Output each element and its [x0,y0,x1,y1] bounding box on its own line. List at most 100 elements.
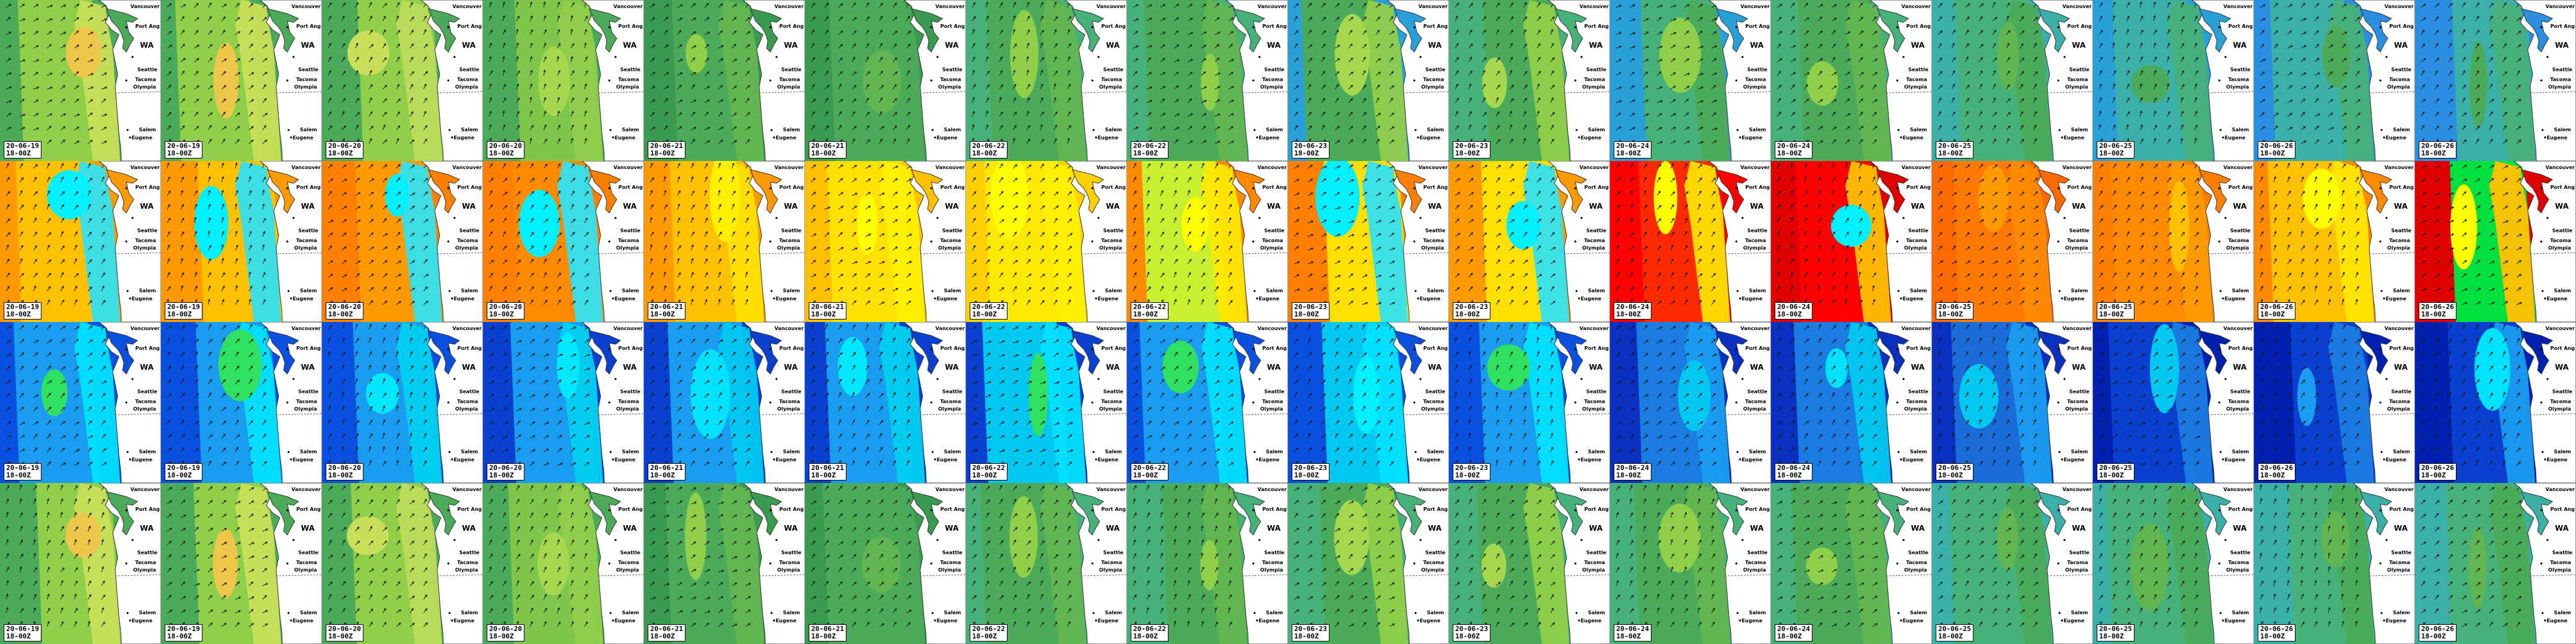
map-tile-wind[interactable]: WA Vancouver Port Ang Seattle Tacoma Olympia S… [2415,483,2576,644]
forecast-date: 20-06-21 [650,625,683,633]
city-label: Salem [1105,449,1122,455]
map-tile-wind[interactable]: WA Vancouver Port Ang Seattle Tacoma Olympia S… [644,0,805,161]
forecast-time: 18-00Z [1777,632,1802,640]
map-tile-period[interactable]: WA Vancouver Port Ang Seattle Tacoma Olympia S… [2093,322,2254,483]
city-label: Port Ang [618,24,643,29]
map-tile-wind[interactable]: WA Vancouver Port Ang Seattle Tacoma Olympia S… [0,483,161,644]
map-tile-wave[interactable]: WA Vancouver Port Ang Seattle Tacoma Olympia S… [1610,161,1771,322]
map-tile-period[interactable]: WA Vancouver Port Ang Seattle Tacoma Olympia S… [1932,322,2093,483]
map-tile-period[interactable]: WA Vancouver Port Ang Seattle Tacoma Olympia S… [2415,322,2576,483]
map-tile-wind[interactable]: WA Vancouver Port Ang Seattle Tacoma Olympia S… [966,483,1127,644]
map-tile-wave[interactable]: WA Vancouver Port Ang Seattle Tacoma Olympia S… [2415,161,2576,322]
city-label: Seattle [1586,67,1606,72]
map-tile-wave[interactable]: WA Vancouver Port Ang Seattle Tacoma Olympia S… [1127,161,1288,322]
map-tile-period[interactable]: WA Vancouver Port Ang Seattle Tacoma Olympia S… [2254,322,2415,483]
map-tile-wind[interactable]: WA Vancouver Port Ang Seattle Tacoma Olympia S… [2093,0,2254,161]
map-tile-wind[interactable]: WA Vancouver Port Ang Seattle Tacoma Olympia S… [161,483,322,644]
state-label: WA [1589,41,1603,50]
map-tile-wind[interactable]: WA Vancouver Port Ang Seattle Tacoma Olympia S… [1771,483,1932,644]
map-tile-period[interactable]: WA Vancouver Port Ang Seattle Tacoma Olympia S… [1127,322,1288,483]
map-tile-wave[interactable]: WA Vancouver Port Ang Seattle Tacoma Olympia S… [0,161,161,322]
map-tile-wind[interactable]: WA Vancouver Port Ang Seattle Tacoma Olympia S… [0,0,161,161]
map-tile-wind[interactable]: WA Vancouver Port Ang Seattle Tacoma Olympia S… [1288,483,1449,644]
forecast-time: 18-00Z [1455,471,1480,479]
map-tile-period[interactable]: WA Vancouver Port Ang Seattle Tacoma Olympia S… [805,322,966,483]
city-label: Port Ang [2228,507,2253,512]
forecast-time: 18-00Z [650,632,675,640]
forecast-field-map [2254,483,2415,644]
map-tile-wind[interactable]: WA Vancouver Port Ang Seattle Tacoma Olympia S… [1127,483,1288,644]
map-tile-wave[interactable]: WA Vancouver Port Ang Seattle Tacoma Olympia S… [1288,161,1449,322]
map-tile-period[interactable]: WA Vancouver Port Ang Seattle Tacoma Olympia S… [1449,322,1610,483]
map-tile-wind[interactable]: WA Vancouver Port Ang Seattle Tacoma Olympia S… [2415,0,2576,161]
map-tile-wind[interactable]: WA Vancouver Port Ang Seattle Tacoma Olympia S… [1288,0,1449,161]
map-tile-wave[interactable]: WA Vancouver Port Ang Seattle Tacoma Olympia S… [966,161,1127,322]
map-tile-wave[interactable]: WA Vancouver Port Ang Seattle Tacoma Olympia S… [483,161,644,322]
map-tile-wave[interactable]: WA Vancouver Port Ang Seattle Tacoma Olympia S… [1449,161,1610,322]
map-tile-period[interactable]: WA Vancouver Port Ang Seattle Tacoma Olympia S… [0,322,161,483]
map-tile-wind[interactable]: WA Vancouver Port Ang Seattle Tacoma Olympia S… [483,483,644,644]
forecast-time: 18-00Z [2099,632,2124,640]
map-tile-wind[interactable]: WA Vancouver Port Ang Seattle Tacoma Olympia S… [322,0,483,161]
map-tile-period[interactable]: WA Vancouver Port Ang Seattle Tacoma Olympia S… [483,322,644,483]
city-label: Tacoma [1584,77,1605,82]
map-tile-wind[interactable]: WA Vancouver Port Ang Seattle Tacoma Olympia S… [644,483,805,644]
map-tile-period[interactable]: WA Vancouver Port Ang Seattle Tacoma Olympia S… [966,322,1127,483]
city-label: Vancouver [774,165,804,170]
map-tile-wind[interactable]: WA Vancouver Port Ang Seattle Tacoma Olympia S… [2254,483,2415,644]
city-label: Olympia [294,567,317,573]
city-label: Salem [2232,127,2249,133]
city-label: Olympia [133,567,156,573]
map-tile-period[interactable]: WA Vancouver Port Ang Seattle Tacoma Olympia S… [322,322,483,483]
city-label: Olympia [1743,567,1766,573]
map-tile-wind[interactable]: WA Vancouver Port Ang Seattle Tacoma Olympia S… [805,483,966,644]
city-label: Tacoma [1101,238,1122,243]
city-label: Olympia [1421,406,1444,412]
map-tile-period[interactable]: WA Vancouver Port Ang Seattle Tacoma Olympia S… [1771,322,1932,483]
state-label: WA [1106,41,1120,50]
map-tile-period[interactable]: WA Vancouver Port Ang Seattle Tacoma Olympia S… [1610,322,1771,483]
map-tile-wave[interactable]: WA Vancouver Port Ang Seattle Tacoma Olympia S… [644,161,805,322]
map-tile-wind[interactable]: WA Vancouver Port Ang Seattle Tacoma Olympia S… [1610,0,1771,161]
map-tile-wave[interactable]: WA Vancouver Port Ang Seattle Tacoma Olympia S… [2254,161,2415,322]
map-tile-wave[interactable]: WA Vancouver Port Ang Seattle Tacoma Olympia S… [805,161,966,322]
forecast-field-map [966,161,1127,322]
forecast-timestamp: 20-06-21 18-00Z [648,624,685,642]
map-tile-period[interactable]: WA Vancouver Port Ang Seattle Tacoma Olympia S… [644,322,805,483]
map-tile-wind[interactable]: WA Vancouver Port Ang Seattle Tacoma Olympia S… [1127,0,1288,161]
forecast-date: 20-06-23 [1455,464,1488,472]
map-tile-wave[interactable]: WA Vancouver Port Ang Seattle Tacoma Olympia S… [2093,161,2254,322]
city-label: Port Ang [1745,185,1770,190]
map-tile-wind[interactable]: WA Vancouver Port Ang Seattle Tacoma Olympia S… [483,0,644,161]
map-tile-period[interactable]: WA Vancouver Port Ang Seattle Tacoma Olympia S… [161,322,322,483]
city-label: Salem [1588,127,1605,133]
map-tile-wind[interactable]: WA Vancouver Port Ang Seattle Tacoma Olympia S… [2254,0,2415,161]
map-tile-wave[interactable]: WA Vancouver Port Ang Seattle Tacoma Olympia S… [322,161,483,322]
map-tile-wind[interactable]: WA Vancouver Port Ang Seattle Tacoma Olympia S… [1449,0,1610,161]
map-tile-wave[interactable]: WA Vancouver Port Ang Seattle Tacoma Olympia S… [1771,161,1932,322]
map-tile-wind[interactable]: WA Vancouver Port Ang Seattle Tacoma Olympia S… [1771,0,1932,161]
map-tile-wind[interactable]: WA Vancouver Port Ang Seattle Tacoma Olympia S… [322,483,483,644]
forecast-date: 20-06-21 [811,142,844,150]
map-tile-wind[interactable]: WA Vancouver Port Ang Seattle Tacoma Olympia S… [1932,0,2093,161]
city-label: Port Ang [940,185,965,190]
city-label: Vancouver [1579,4,1609,9]
forecast-time: 18-00Z [489,310,514,318]
map-tile-wind[interactable]: WA Vancouver Port Ang Seattle Tacoma Olympia S… [2093,483,2254,644]
map-tile-wind[interactable]: WA Vancouver Port Ang Seattle Tacoma Olympia S… [1449,483,1610,644]
forecast-timestamp: 20-06-23 18-00Z [1292,302,1329,320]
map-tile-wind[interactable]: WA Vancouver Port Ang Seattle Tacoma Olympia S… [1932,483,2093,644]
map-tile-wave[interactable]: WA Vancouver Port Ang Seattle Tacoma Olympia S… [161,161,322,322]
map-tile-wind[interactable]: WA Vancouver Port Ang Seattle Tacoma Olympia S… [966,0,1127,161]
map-tile-wind[interactable]: WA Vancouver Port Ang Seattle Tacoma Olympia S… [805,0,966,161]
city-label: Tacoma [1262,77,1283,82]
map-tile-wind[interactable]: WA Vancouver Port Ang Seattle Tacoma Olympia S… [1610,483,1771,644]
map-tile-wave[interactable]: WA Vancouver Port Ang Seattle Tacoma Olympia S… [1932,161,2093,322]
state-label: WA [1267,363,1281,372]
city-label: Port Ang [1745,24,1770,29]
city-label: Vancouver [1740,4,1770,9]
forecast-timestamp: 20-06-24 18-00Z [1775,463,1812,481]
map-tile-wind[interactable]: WA Vancouver Port Ang Seattle Tacoma Olympia S… [161,0,322,161]
forecast-field-map [2254,322,2415,483]
map-tile-period[interactable]: WA Vancouver Port Ang Seattle Tacoma Olympia S… [1288,322,1449,483]
